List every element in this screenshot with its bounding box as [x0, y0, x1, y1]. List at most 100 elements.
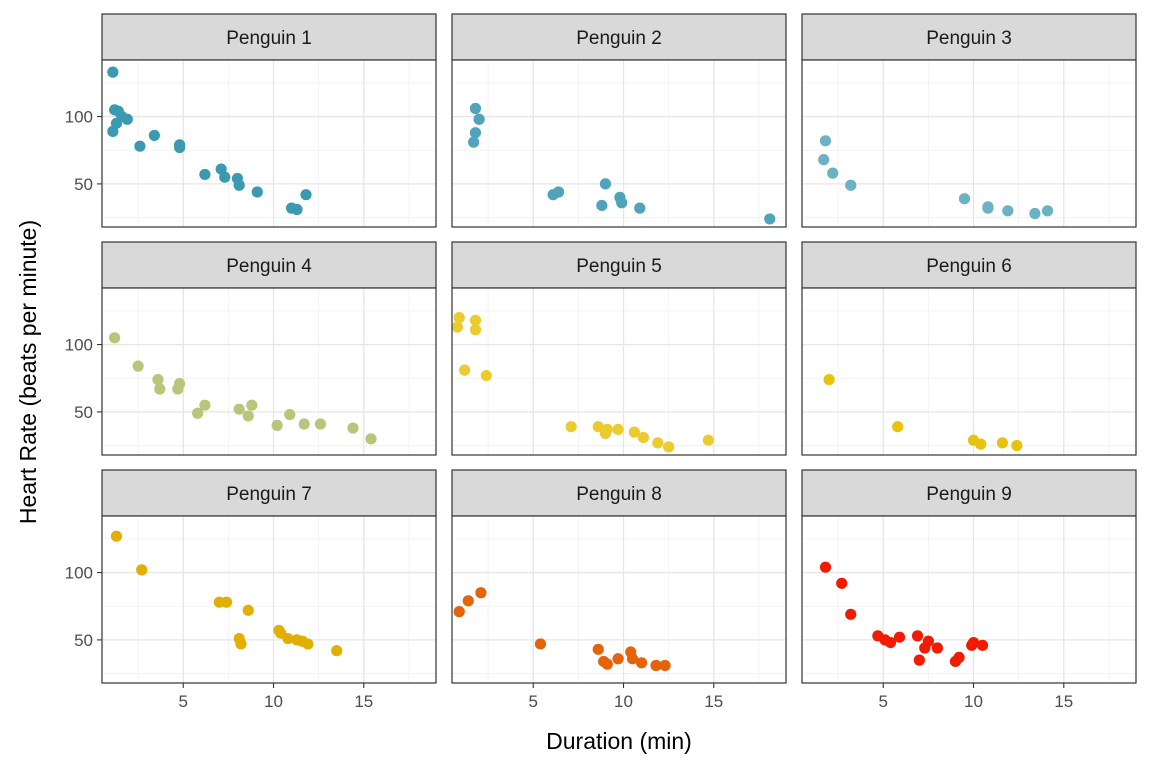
data-point	[652, 437, 664, 449]
data-point	[331, 645, 343, 657]
data-point	[982, 202, 994, 214]
data-point	[154, 383, 166, 395]
facet-strip	[451, 241, 787, 289]
facet-strip-label: Penguin 8	[576, 484, 662, 505]
data-point	[365, 433, 377, 445]
facet-strip-label: Penguin 9	[926, 484, 1012, 505]
data-point	[827, 167, 839, 179]
facet-strip-label: Penguin 3	[926, 28, 1012, 49]
x-tick-label: 10	[614, 692, 633, 711]
data-point	[764, 213, 776, 225]
x-tick-label: 5	[179, 692, 188, 711]
data-point	[148, 129, 160, 142]
plot-area	[802, 516, 1136, 683]
axes: 50 100 50 100 50 100 5 10 15 5 10 15 5 10 15	[65, 108, 1074, 711]
data-point	[473, 113, 485, 125]
data-point	[459, 364, 471, 376]
plot-area	[102, 516, 436, 683]
data-point	[235, 638, 247, 650]
data-point	[132, 360, 144, 372]
x-tick-label: 10	[264, 692, 283, 711]
data-point	[635, 657, 648, 669]
facet-strip	[451, 469, 787, 517]
facet-strip	[101, 469, 437, 517]
facet-strip-label: Penguin 7	[226, 484, 312, 505]
data-point	[242, 604, 254, 616]
facet-panel: Penguin 1	[101, 13, 437, 228]
data-point	[219, 171, 231, 183]
facet-strip	[101, 241, 437, 289]
data-point	[199, 399, 211, 411]
x-tick-label: 5	[879, 692, 888, 711]
data-point	[845, 179, 857, 191]
y-tick-label: 100	[65, 108, 93, 127]
data-point	[469, 314, 482, 326]
facet-strip-label: Penguin 6	[926, 256, 1012, 277]
data-point	[314, 418, 327, 430]
data-point	[242, 410, 254, 422]
data-point	[953, 651, 965, 664]
data-point	[819, 561, 832, 573]
data-point	[469, 324, 482, 336]
data-point	[174, 378, 186, 390]
x-tick-label: 15	[1054, 692, 1073, 711]
data-point	[628, 426, 640, 438]
data-point	[892, 421, 904, 433]
data-point	[468, 136, 480, 148]
data-point	[1029, 207, 1041, 220]
data-point	[284, 408, 296, 421]
data-point	[634, 202, 646, 214]
data-point	[469, 127, 482, 139]
facet-strip	[801, 469, 1137, 517]
x-tick-label: 5	[529, 692, 538, 711]
data-point	[174, 141, 186, 154]
data-point	[601, 658, 613, 670]
plot-area	[802, 288, 1136, 455]
data-point	[659, 659, 671, 672]
facet-panel: Penguin 2	[451, 13, 787, 228]
data-point	[1002, 205, 1014, 217]
facet-strip	[801, 13, 1137, 61]
facet-strip-label: Penguin 1	[226, 28, 312, 49]
data-point	[233, 179, 245, 191]
plot-area	[102, 60, 436, 227]
data-point	[663, 441, 675, 453]
data-point	[976, 639, 989, 651]
facet-panel: Penguin 9	[801, 469, 1137, 684]
data-point	[347, 422, 359, 434]
panel-border	[101, 287, 437, 456]
facet-panel: Penguin 4	[101, 241, 437, 456]
data-point	[475, 587, 487, 599]
data-point	[565, 421, 577, 433]
data-point	[220, 596, 233, 608]
panel-border	[451, 515, 787, 684]
data-point	[975, 438, 987, 450]
data-point	[650, 659, 662, 672]
facet-strip	[101, 13, 437, 61]
x-tick-label: 15	[704, 692, 723, 711]
data-point	[109, 332, 121, 344]
data-point	[251, 186, 263, 198]
data-point	[121, 113, 133, 125]
facet-strip-label: Penguin 2	[576, 28, 662, 49]
y-tick-label: 100	[65, 564, 93, 583]
y-tick-label: 50	[74, 403, 93, 422]
data-point	[271, 419, 283, 431]
data-point	[911, 630, 924, 642]
y-axis-title: Heart Rate (beats per minute)	[15, 220, 41, 524]
data-point	[819, 135, 832, 147]
data-point	[818, 154, 830, 166]
data-point	[893, 631, 906, 643]
y-tick-label: 100	[65, 336, 93, 355]
plot-area	[102, 288, 436, 455]
data-point	[107, 66, 119, 78]
panel-border	[801, 59, 1137, 228]
data-point	[302, 638, 314, 650]
data-point	[469, 102, 482, 115]
data-point	[1041, 205, 1054, 217]
data-point	[592, 643, 604, 655]
facet-panel: Penguin 8	[451, 469, 787, 684]
panel-border	[801, 287, 1137, 456]
x-axis-title: Duration (min)	[546, 728, 692, 754]
facet-panel: Penguin 5	[451, 241, 787, 456]
